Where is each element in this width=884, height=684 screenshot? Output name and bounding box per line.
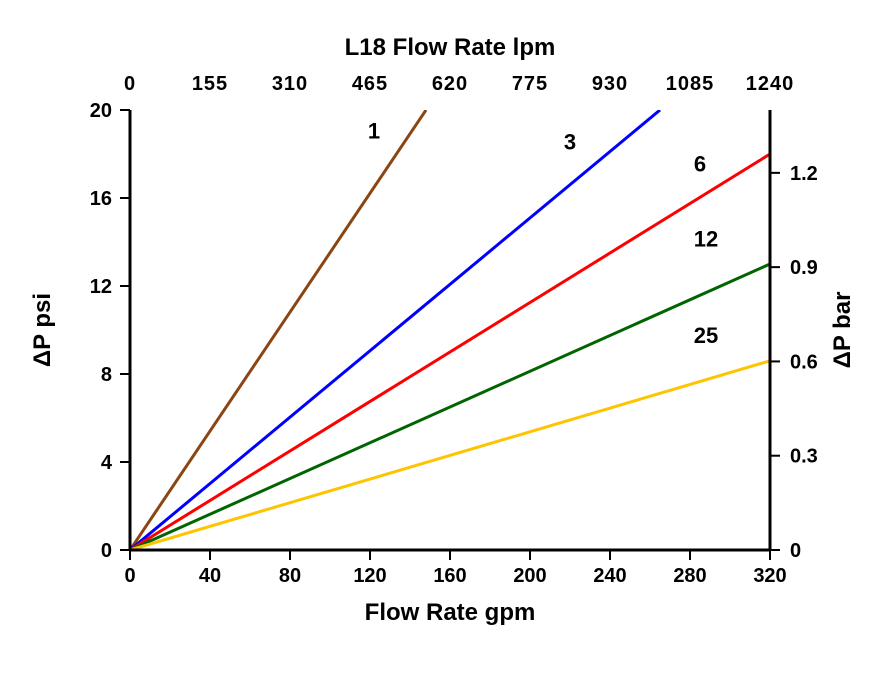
- y-right-tick-label: 0.9: [790, 257, 818, 279]
- x-top-tick-label: 1240: [746, 73, 795, 95]
- x-bottom-tick-label: 280: [673, 565, 706, 587]
- top-title: L18 Flow Rate lpm: [345, 34, 556, 61]
- y-right-title: ΔP bar: [829, 292, 856, 369]
- x-top-tick-label: 155: [192, 73, 228, 95]
- x-top-tick-label: 310: [272, 73, 308, 95]
- x-top-tick-label: 775: [512, 73, 548, 95]
- y-left-tick-label: 8: [101, 364, 112, 386]
- y-right-tick-label: 0.6: [790, 351, 818, 373]
- x-top-tick-label: 620: [432, 73, 468, 95]
- x-bottom-tick-label: 0: [124, 565, 135, 587]
- y-left-tick-label: 16: [90, 188, 112, 210]
- x-bottom-title: Flow Rate gpm: [365, 599, 536, 626]
- y-right-tick-label: 1.2: [790, 163, 818, 185]
- y-right-tick-label: 0: [790, 540, 801, 562]
- y-left-tick-label: 12: [90, 276, 112, 298]
- series-label-1: 1: [368, 119, 380, 144]
- line-chart: 1361225040801201602002402803200481216200…: [0, 0, 884, 684]
- series-label-6: 6: [694, 152, 706, 177]
- y-left-tick-label: 4: [101, 452, 113, 474]
- y-left-tick-label: 20: [90, 100, 112, 122]
- series-label-3: 3: [564, 130, 576, 155]
- x-bottom-tick-label: 240: [593, 565, 626, 587]
- x-bottom-tick-label: 120: [353, 565, 386, 587]
- y-left-title: ΔP psi: [29, 293, 56, 367]
- x-top-tick-label: 930: [592, 73, 628, 95]
- x-bottom-tick-label: 40: [199, 565, 221, 587]
- series-label-25: 25: [694, 323, 718, 348]
- y-right-tick-label: 0.3: [790, 446, 818, 468]
- x-bottom-tick-label: 200: [513, 565, 546, 587]
- x-top-tick-label: 1085: [666, 73, 715, 95]
- x-top-tick-label: 0: [124, 73, 136, 95]
- x-bottom-tick-label: 320: [753, 565, 786, 587]
- series-label-12: 12: [694, 226, 718, 251]
- x-top-tick-label: 465: [352, 73, 388, 95]
- chart-container: 1361225040801201602002402803200481216200…: [0, 0, 884, 684]
- y-left-tick-label: 0: [101, 540, 112, 562]
- x-bottom-tick-label: 160: [433, 565, 466, 587]
- x-bottom-tick-label: 80: [279, 565, 301, 587]
